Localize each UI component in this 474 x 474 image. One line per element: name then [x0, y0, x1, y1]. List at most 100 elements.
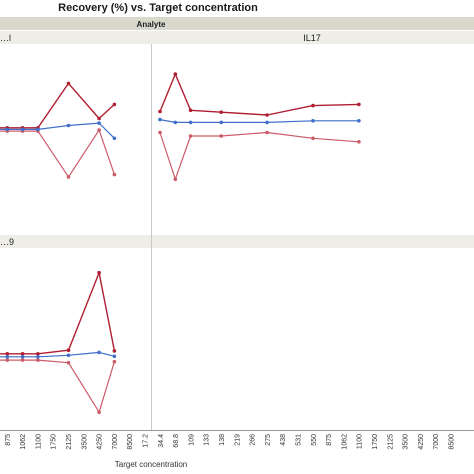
series-layer: [0, 72, 361, 415]
series-line-red: [0, 272, 116, 355]
x-tick-label: 109: [188, 434, 195, 446]
data-point-blue: [219, 120, 223, 125]
data-point-pink: [158, 130, 162, 135]
x-tick-label: 1062: [341, 434, 348, 450]
panel-2: [158, 72, 361, 181]
data-point-blue: [97, 350, 101, 355]
data-point-pink: [66, 175, 71, 179]
data-point-pink: [112, 359, 117, 364]
data-point-blue: [97, 121, 101, 125]
data-point-red: [112, 349, 117, 353]
x-tick-label: 1100: [357, 434, 364, 449]
x-tick-label: 1750: [51, 434, 58, 450]
data-point-blue: [357, 119, 361, 123]
data-point-red: [173, 72, 178, 76]
data-point-pink: [97, 128, 101, 132]
data-point-blue: [173, 120, 178, 125]
data-point-blue: [20, 127, 25, 132]
data-point-red: [66, 81, 71, 86]
data-point-pink: [66, 360, 71, 365]
data-point-red: [158, 109, 162, 114]
x-tick-label: 133: [204, 434, 211, 446]
data-point-blue: [188, 120, 193, 125]
panel-header-row-1: [0, 31, 474, 44]
data-point-pink: [112, 172, 117, 177]
series-line-blue: [0, 351, 115, 358]
data-point-blue: [5, 127, 10, 132]
data-point-pink: [265, 130, 269, 135]
x-tick-label: 8500: [449, 434, 456, 450]
data-point-red: [311, 103, 315, 108]
data-point-blue: [66, 353, 71, 358]
x-tick-label: 531: [296, 434, 303, 446]
data-point-pink: [97, 410, 101, 415]
data-point-red: [97, 270, 101, 275]
group-header-bar: [0, 17, 474, 30]
data-point-blue: [112, 354, 117, 359]
data-point-blue: [20, 355, 25, 359]
data-point-red: [112, 102, 117, 107]
data-point-red: [20, 352, 25, 356]
data-point-blue: [66, 123, 71, 128]
panel-header-row-2: [0, 235, 474, 248]
x-tick-labels: 875 1062 1100 1750 2125 3500 4250 7000 8500 17.2 3…: [5, 434, 456, 450]
panel-3: [0, 270, 117, 415]
x-tick-label: 7000: [112, 434, 119, 450]
x-tick-label: 68.8: [173, 434, 180, 448]
x-tick-label: 3500: [81, 434, 88, 450]
x-axis-label: Target concentration: [115, 460, 188, 469]
data-point-red: [97, 116, 101, 121]
x-tick-label: 266: [250, 434, 257, 446]
x-tick-label: 8500: [127, 434, 134, 450]
x-tick-label: 2125: [387, 434, 394, 450]
x-tick-label: 7000: [433, 434, 440, 450]
x-tick-label: 34.4: [158, 434, 165, 448]
x-tick-label: 3500: [403, 434, 410, 450]
data-point-red: [265, 113, 269, 117]
series-line-pink: [0, 359, 115, 413]
data-point-blue: [36, 127, 40, 132]
series-line-red: [0, 82, 115, 129]
data-point-pink: [357, 140, 361, 144]
series-line-pink: [159, 131, 359, 180]
x-tick-label: 875: [326, 434, 333, 446]
group-header-label: Analyte: [137, 20, 166, 29]
data-point-red: [219, 110, 223, 114]
x-tick-label: 875: [5, 434, 12, 446]
data-point-pink: [36, 358, 40, 362]
data-point-red: [188, 108, 193, 113]
data-point-red: [5, 352, 10, 356]
data-point-blue: [311, 119, 315, 123]
data-point-blue: [112, 136, 117, 141]
data-point-red: [66, 348, 71, 353]
panel-header-left-top: …l: [0, 33, 11, 43]
panel-1: [0, 81, 117, 179]
x-tick-label: 4250: [418, 434, 425, 450]
data-point-blue: [265, 120, 269, 125]
data-point-red: [357, 102, 361, 107]
x-tick-label: 219: [234, 434, 241, 446]
data-point-blue: [5, 355, 10, 359]
data-point-red: [36, 352, 40, 356]
x-tick-label: 4250: [97, 434, 104, 450]
data-point-pink: [5, 358, 10, 362]
series-line-pink: [0, 129, 115, 178]
x-tick-label: 275: [265, 434, 272, 446]
data-point-blue: [158, 117, 162, 122]
data-point-pink: [173, 177, 178, 181]
x-tick-label: 438: [280, 434, 287, 446]
x-tick-label: 1750: [372, 434, 379, 450]
panel-header-right-top: IL17: [303, 33, 321, 43]
data-point-pink: [188, 134, 193, 138]
data-point-pink: [20, 358, 25, 362]
data-point-pink: [219, 134, 223, 138]
panel-header-left-bottom: …9: [0, 237, 14, 247]
x-tick-label: 2125: [66, 434, 73, 450]
chart-title: Recovery (%) vs. Target concentration: [58, 2, 258, 14]
x-tick-label: 1062: [20, 434, 27, 450]
x-tick-label: 1100: [35, 434, 42, 449]
data-point-blue: [36, 355, 40, 359]
x-tick-label: 550: [311, 434, 318, 446]
data-point-pink: [311, 136, 315, 141]
